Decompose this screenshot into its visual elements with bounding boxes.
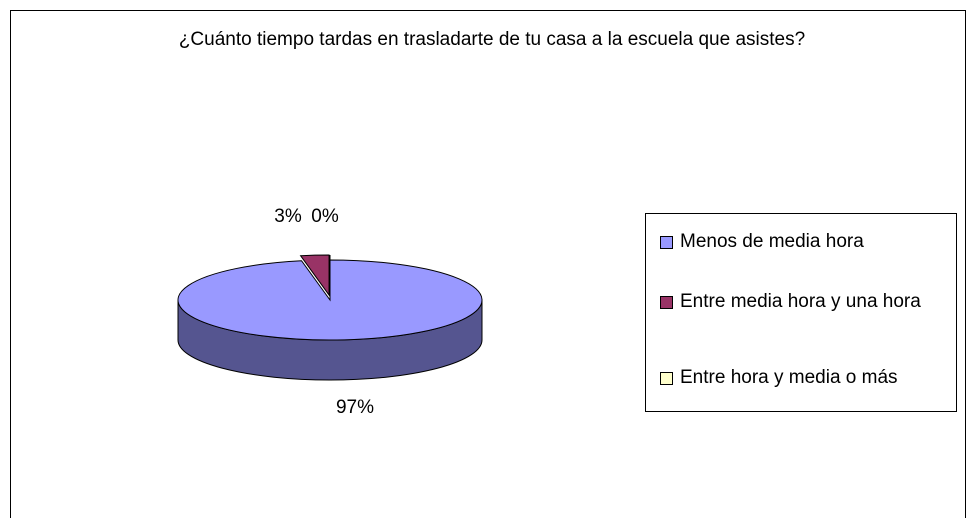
data-label: 3%: [274, 206, 302, 227]
pie-slice: [299, 254, 330, 297]
legend-swatch: [660, 296, 673, 309]
legend-label: Menos de media hora: [680, 231, 864, 252]
data-label: 97%: [336, 397, 374, 418]
legend-swatch: [660, 236, 673, 249]
chart-frame: [10, 10, 966, 518]
legend-entry: Menos de media hora: [656, 228, 967, 256]
pie-slice: [177, 259, 483, 341]
legend-label: Entre hora y media o más: [680, 367, 898, 388]
data-label: 0%: [311, 206, 339, 227]
chart-title: ¿Cuánto tiempo tardas en trasladarte de …: [178, 29, 806, 50]
legend-label: Entre media hora y una hora: [680, 291, 921, 312]
legend: Menos de media hora Entre media hora y un…: [645, 213, 957, 412]
legend-entry: Entre media hora y una hora: [656, 288, 967, 316]
legend-swatch: [660, 372, 673, 385]
legend-entry: Entre hora y media o más: [656, 364, 967, 392]
